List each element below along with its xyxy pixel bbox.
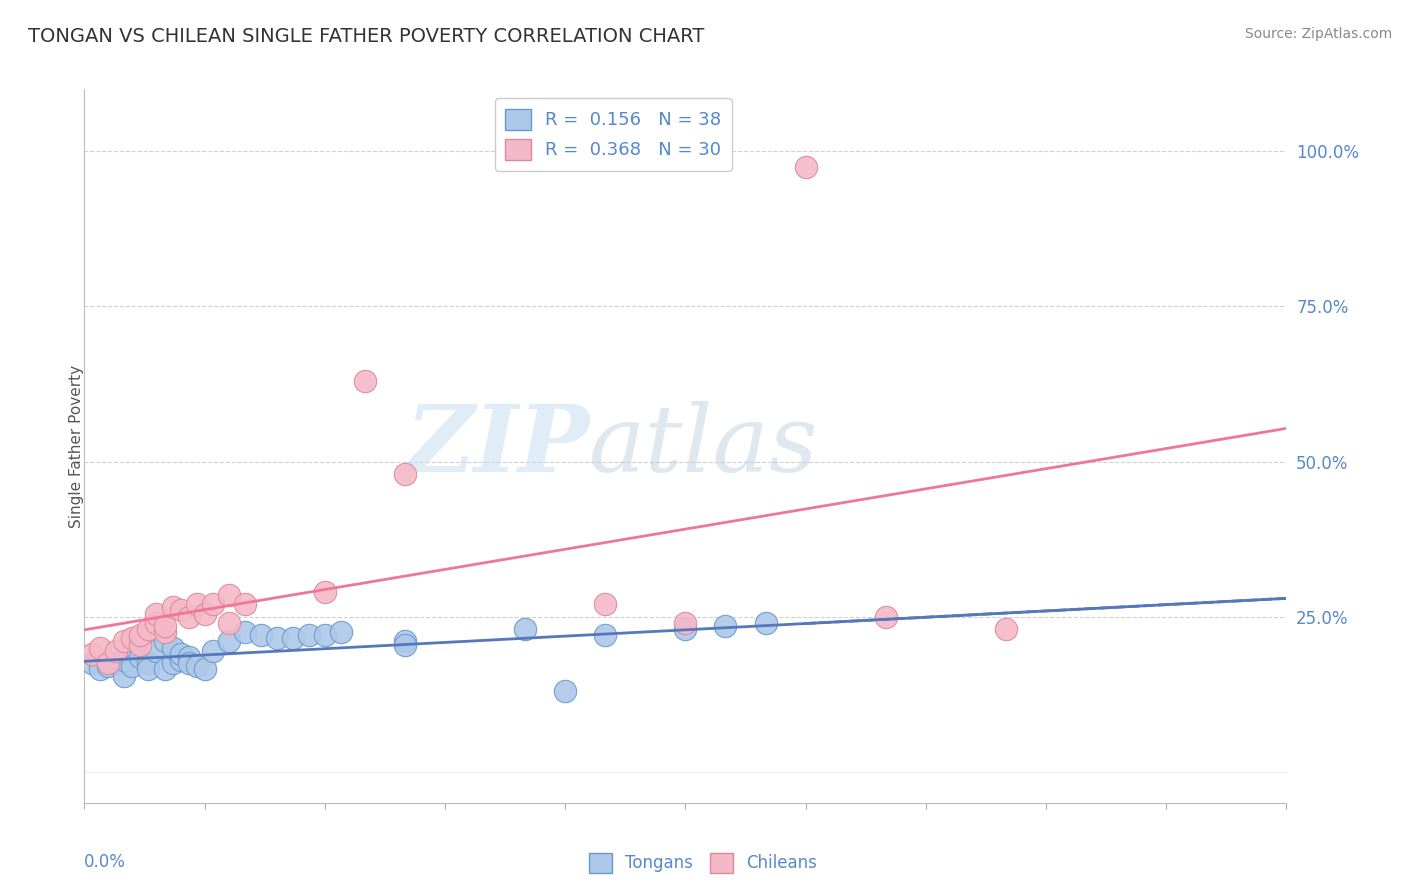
Point	[249, 628, 271, 642]
Point	[97, 656, 120, 670]
Point	[129, 650, 152, 665]
Point	[129, 638, 152, 652]
Point	[153, 634, 176, 648]
Point	[186, 659, 208, 673]
Point	[394, 467, 416, 481]
Text: TONGAN VS CHILEAN SINGLE FATHER POVERTY CORRELATION CHART: TONGAN VS CHILEAN SINGLE FATHER POVERTY …	[28, 27, 704, 45]
Point	[755, 615, 778, 630]
Point	[145, 607, 167, 621]
Point	[714, 619, 737, 633]
Point	[201, 644, 224, 658]
Point	[794, 160, 817, 174]
Point	[995, 622, 1018, 636]
Point	[153, 662, 176, 676]
Point	[595, 597, 617, 611]
Legend: R =  0.156   N = 38, R =  0.368   N = 30: R = 0.156 N = 38, R = 0.368 N = 30	[495, 98, 733, 170]
Point	[105, 644, 128, 658]
Point	[233, 597, 256, 611]
Point	[194, 662, 217, 676]
Point	[169, 647, 191, 661]
Point	[218, 615, 240, 630]
Point	[329, 625, 352, 640]
Point	[177, 656, 200, 670]
Point	[97, 659, 120, 673]
Point	[194, 607, 217, 621]
Point	[138, 662, 160, 676]
Point	[145, 615, 167, 630]
Point	[162, 656, 184, 670]
Point	[233, 625, 256, 640]
Point	[89, 662, 111, 676]
Point	[89, 640, 111, 655]
Point	[266, 632, 288, 646]
Point	[186, 597, 208, 611]
Point	[675, 622, 697, 636]
Point	[675, 615, 697, 630]
Point	[354, 374, 377, 388]
Point	[169, 653, 191, 667]
Point	[177, 650, 200, 665]
Y-axis label: Single Father Poverty: Single Father Poverty	[69, 365, 83, 527]
Point	[153, 625, 176, 640]
Point	[82, 656, 104, 670]
Point	[114, 668, 135, 682]
Point	[138, 622, 160, 636]
Point	[875, 609, 897, 624]
Point	[201, 597, 224, 611]
Point	[394, 638, 416, 652]
Point	[145, 644, 167, 658]
Point	[121, 632, 143, 646]
Point	[114, 634, 135, 648]
Point	[595, 628, 617, 642]
Point	[105, 656, 128, 670]
Legend: Tongans, Chileans: Tongans, Chileans	[582, 847, 824, 880]
Point	[114, 653, 135, 667]
Text: 0.0%: 0.0%	[84, 853, 127, 871]
Text: atlas: atlas	[589, 401, 818, 491]
Point	[515, 622, 537, 636]
Point	[394, 634, 416, 648]
Point	[554, 684, 576, 698]
Point	[218, 588, 240, 602]
Point	[153, 619, 176, 633]
Point	[162, 640, 184, 655]
Text: ZIP: ZIP	[405, 401, 589, 491]
Point	[169, 603, 191, 617]
Point	[314, 584, 336, 599]
Point	[162, 600, 184, 615]
Point	[218, 634, 240, 648]
Point	[121, 659, 143, 673]
Point	[129, 628, 152, 642]
Point	[281, 632, 304, 646]
Point	[82, 647, 104, 661]
Point	[177, 609, 200, 624]
Text: Source: ZipAtlas.com: Source: ZipAtlas.com	[1244, 27, 1392, 41]
Point	[298, 628, 321, 642]
Point	[314, 628, 336, 642]
Point	[138, 656, 160, 670]
